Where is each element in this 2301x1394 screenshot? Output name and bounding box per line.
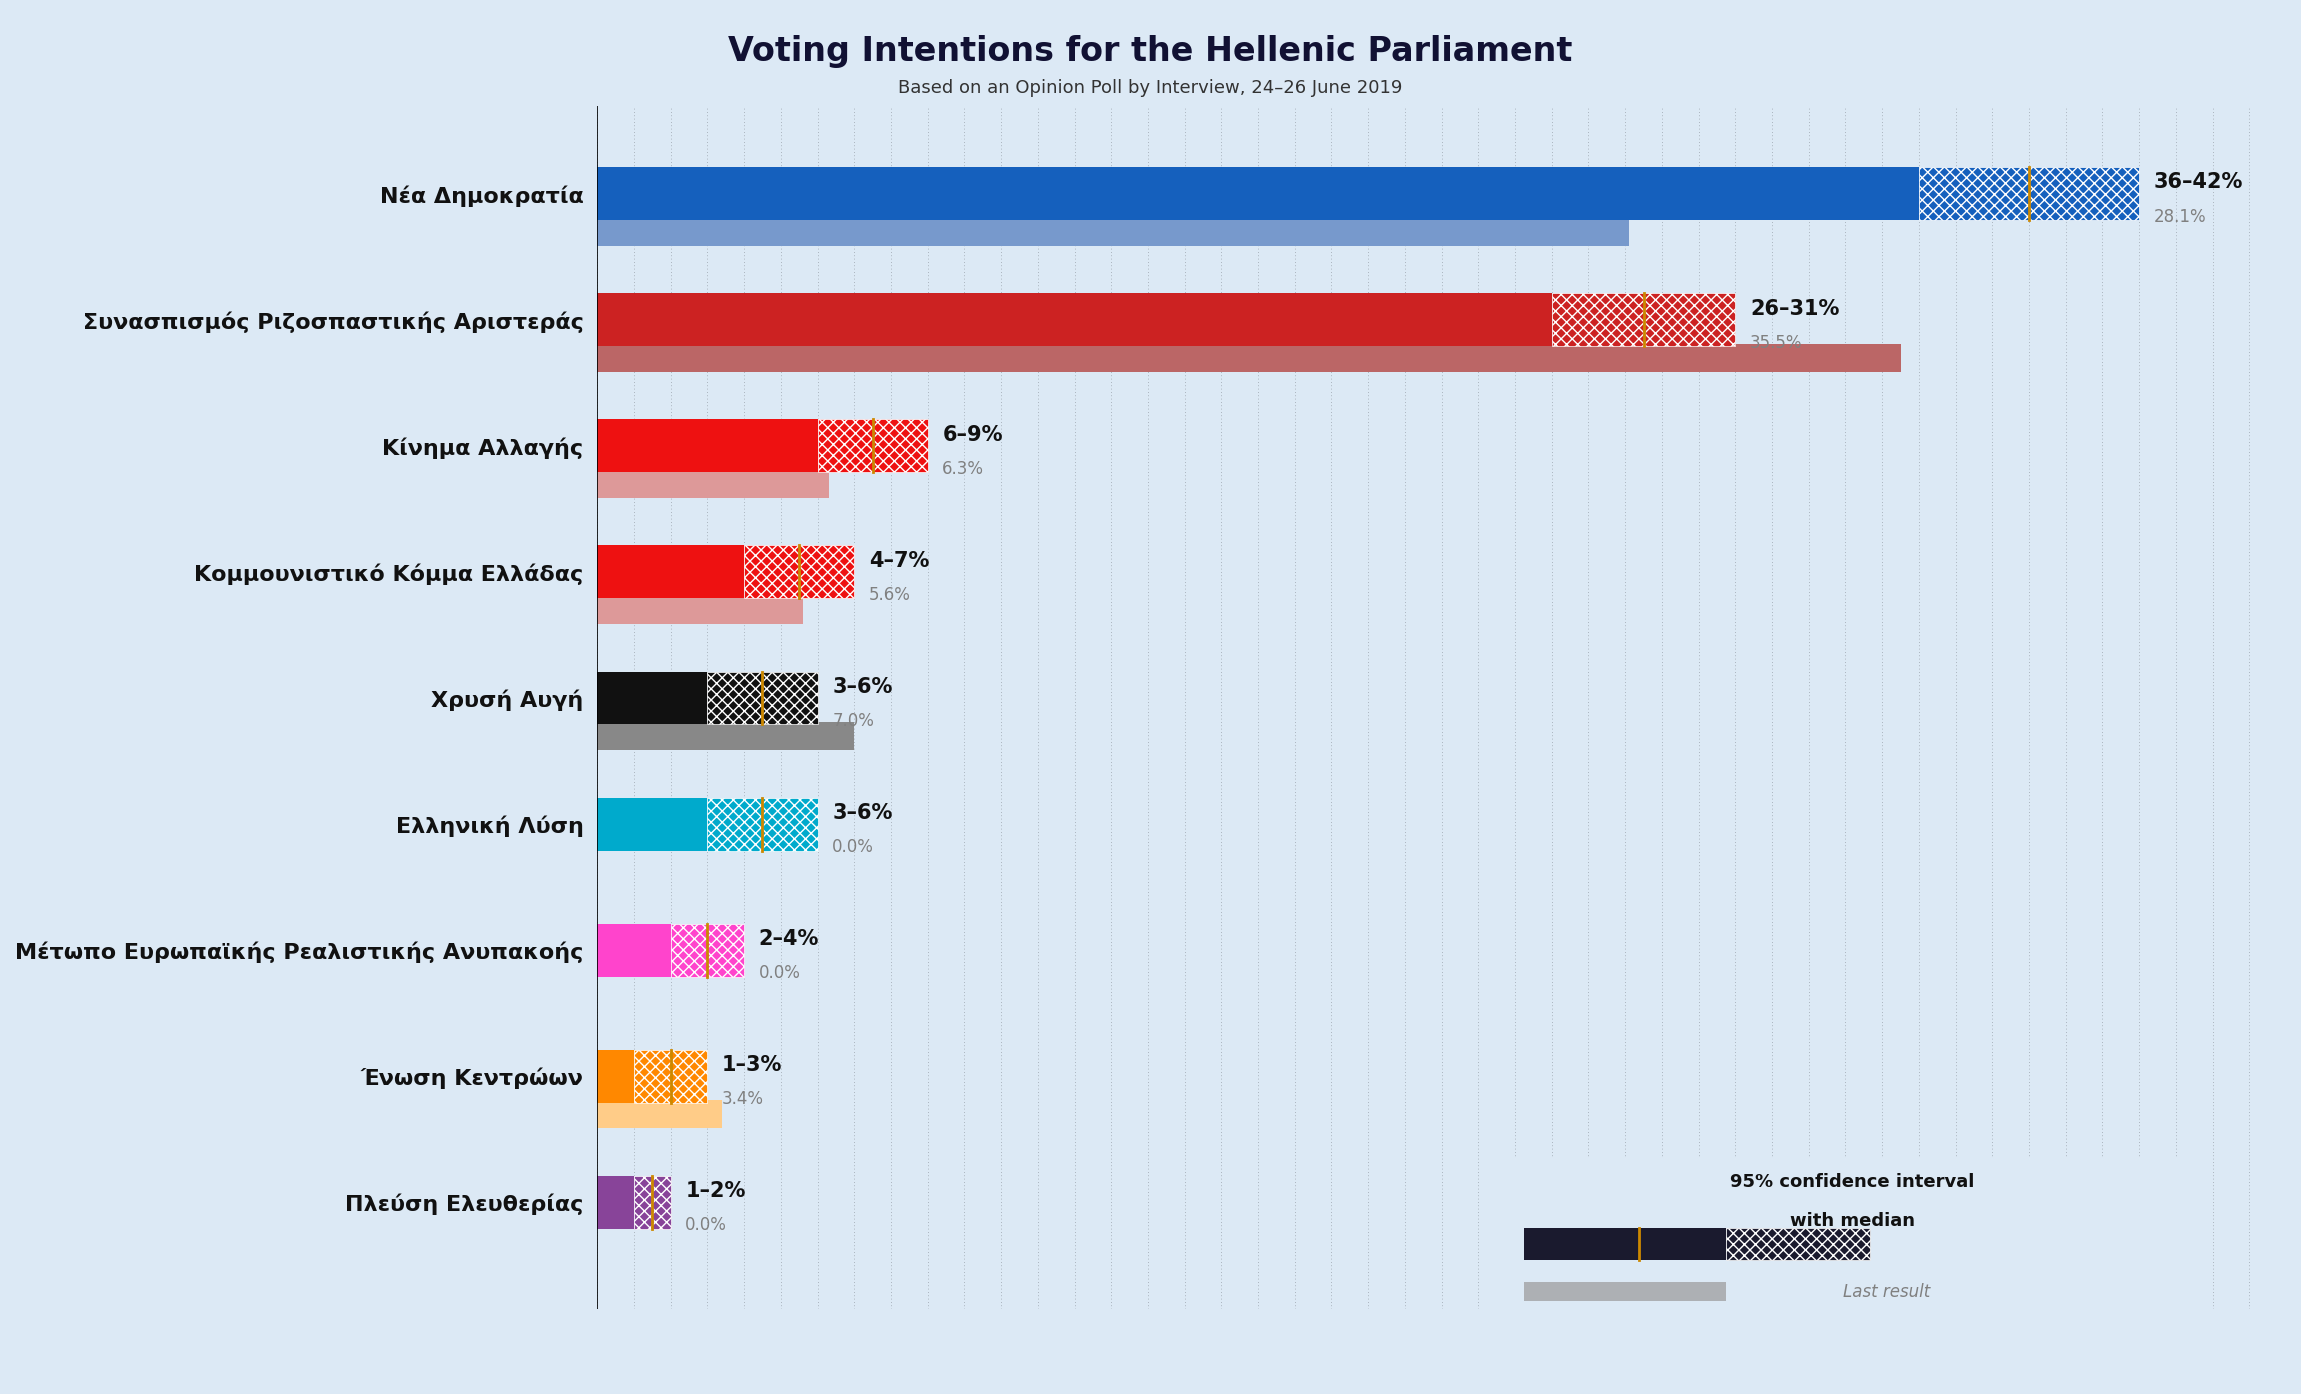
Bar bbox=[706, 797, 817, 850]
Text: 3–6%: 3–6% bbox=[833, 803, 893, 822]
Bar bbox=[598, 1100, 723, 1128]
Text: with median: with median bbox=[1790, 1211, 1914, 1230]
Bar bbox=[598, 722, 854, 750]
Text: 0.0%: 0.0% bbox=[686, 1216, 727, 1234]
Bar bbox=[598, 924, 670, 977]
Bar bbox=[1551, 293, 1735, 346]
Text: 5.6%: 5.6% bbox=[870, 585, 911, 604]
Text: 3–6%: 3–6% bbox=[833, 676, 893, 697]
Text: 36–42%: 36–42% bbox=[2154, 173, 2243, 192]
Text: 2–4%: 2–4% bbox=[759, 928, 819, 949]
Text: 26–31%: 26–31% bbox=[1751, 298, 1838, 319]
Bar bbox=[598, 1175, 635, 1228]
Text: 35.5%: 35.5% bbox=[1751, 333, 1802, 351]
Bar bbox=[670, 924, 743, 977]
Text: Based on an Opinion Poll by Interview, 24–26 June 2019: Based on an Opinion Poll by Interview, 2… bbox=[897, 79, 1404, 98]
Bar bbox=[598, 470, 828, 498]
Bar bbox=[817, 420, 927, 473]
Bar bbox=[1726, 1228, 1868, 1260]
Text: 3.4%: 3.4% bbox=[723, 1090, 764, 1108]
Text: 1–3%: 1–3% bbox=[723, 1055, 782, 1075]
Text: 6–9%: 6–9% bbox=[943, 425, 1003, 445]
Bar bbox=[635, 1175, 670, 1228]
Bar bbox=[635, 1050, 706, 1103]
Text: 1–2%: 1–2% bbox=[686, 1181, 746, 1200]
Text: 0.0%: 0.0% bbox=[833, 838, 874, 856]
Bar bbox=[1919, 167, 2140, 220]
Bar bbox=[598, 1050, 635, 1103]
Text: Last result: Last result bbox=[1843, 1282, 1931, 1301]
Bar bbox=[743, 545, 854, 598]
Text: 95% confidence interval: 95% confidence interval bbox=[1730, 1172, 1974, 1190]
Text: 7.0%: 7.0% bbox=[833, 712, 874, 729]
Bar bbox=[598, 545, 743, 598]
Text: 4–7%: 4–7% bbox=[870, 551, 930, 570]
Bar bbox=[598, 217, 1629, 245]
Bar bbox=[598, 420, 817, 473]
Bar bbox=[598, 672, 706, 725]
Text: 28.1%: 28.1% bbox=[2154, 208, 2207, 226]
Bar bbox=[598, 293, 1551, 346]
Bar bbox=[1523, 1282, 1726, 1302]
Bar bbox=[1523, 1228, 1726, 1260]
Bar bbox=[598, 797, 706, 850]
Text: 6.3%: 6.3% bbox=[943, 460, 985, 478]
Text: 0.0%: 0.0% bbox=[759, 963, 801, 981]
Bar bbox=[598, 167, 1919, 220]
Bar bbox=[598, 595, 803, 623]
Bar bbox=[598, 344, 1901, 372]
Bar bbox=[706, 672, 817, 725]
Text: Voting Intentions for the Hellenic Parliament: Voting Intentions for the Hellenic Parli… bbox=[729, 35, 1572, 68]
